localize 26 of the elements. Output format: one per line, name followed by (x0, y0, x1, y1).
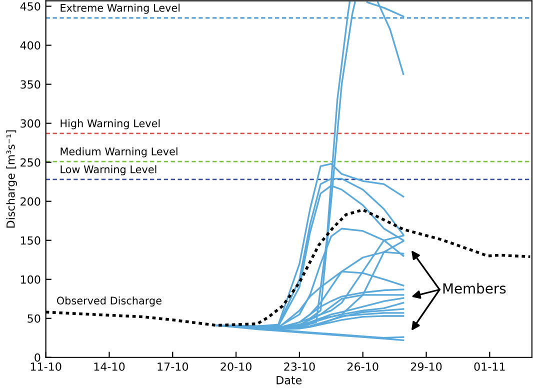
annotation: Members (443, 282, 506, 294)
y-tick-label: 350 (20, 80, 40, 89)
x-tick-label: 20-10 (220, 362, 252, 371)
y-tick-label: 50 (28, 314, 40, 323)
x-tick-label: 23-10 (284, 362, 315, 371)
y-tick-label: 150 (20, 236, 40, 245)
x-tick-label: 11-10 (30, 362, 62, 371)
y-tick-label: 250 (20, 158, 40, 167)
x-tick-label: 29-10 (410, 362, 442, 371)
x-tick-label: 01-11 (474, 362, 505, 371)
x-tick-label: 14-10 (94, 362, 125, 371)
ref-line-label: High Warning Level (60, 119, 160, 130)
y-tick-label: 100 (20, 275, 40, 284)
annotation: Observed Discharge (56, 296, 162, 307)
x-tick-label: 26-10 (348, 362, 378, 371)
ref-line-label: Extreme Warning Level (60, 4, 180, 14)
y-tick-label: 0 (34, 353, 40, 362)
ref-line-label: Low Warning Level (60, 165, 156, 176)
x-tick-label: 17-10 (158, 362, 188, 371)
y-axis-title: Discharge [m³s⁻¹] (6, 130, 17, 228)
ref-line-label: Medium Warning Level (60, 147, 178, 158)
x-axis-title: Date (276, 376, 302, 384)
y-tick-label: 400 (20, 41, 40, 50)
y-tick-label: 450 (20, 2, 40, 11)
y-tick-label: 300 (20, 119, 40, 128)
y-tick-label: 200 (20, 197, 40, 206)
